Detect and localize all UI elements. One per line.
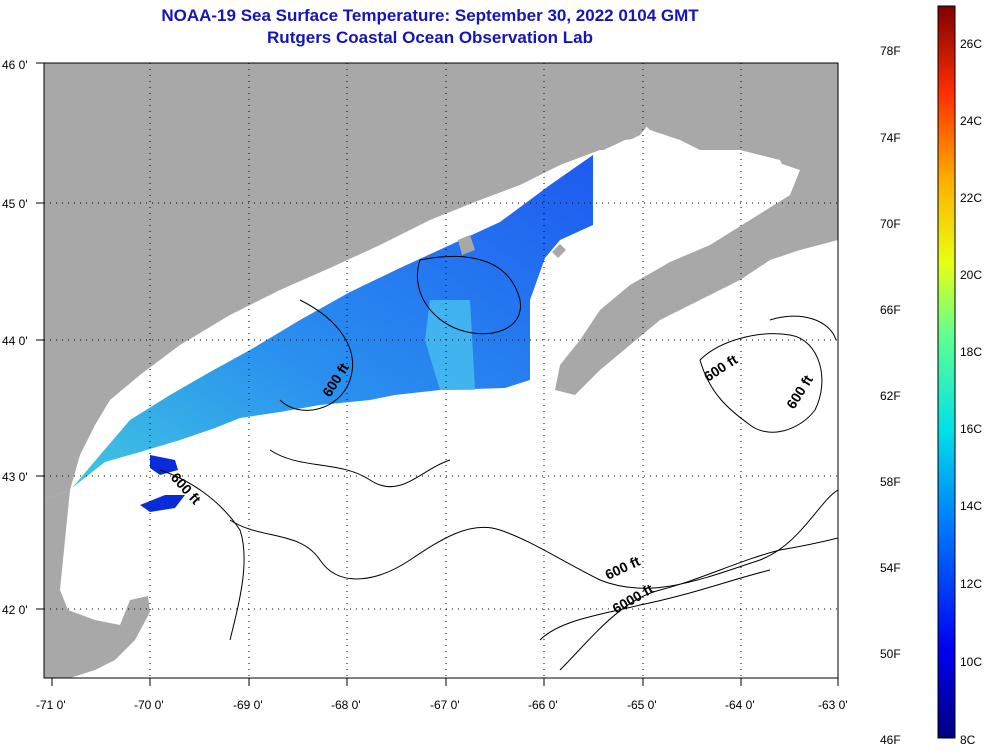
colorbar-f-label: 66F [880, 303, 901, 317]
lat-label: 43 0' [2, 470, 28, 484]
colorbar-c-label: 10C [960, 655, 983, 669]
lon-label: -69 0' [233, 698, 263, 712]
colorbar-f-label: 58F [880, 475, 901, 489]
contour-scotian [769, 315, 837, 341]
sst-swath [72, 155, 593, 488]
lat-label: 44 0' [2, 334, 28, 348]
contour-inner [279, 299, 354, 411]
lon-label: -65 0' [627, 698, 657, 712]
land-new-brunswick [595, 63, 700, 150]
land-maine [44, 63, 600, 500]
bay-of-fundy [593, 135, 790, 285]
land-massachusetts [44, 490, 150, 678]
lat-label: 42 0' [2, 603, 28, 617]
colorbar-f-label: 46F [880, 733, 901, 747]
grand-manan-island [552, 244, 566, 258]
map-subtitle: Rutgers Coastal Ocean Observation Lab [267, 28, 593, 47]
colorbar-c-label: 12C [960, 577, 983, 591]
colorbar-c-label: 26C [960, 37, 983, 51]
map-title: NOAA-19 Sea Surface Temperature: Septemb… [161, 6, 699, 25]
land-nova-scotia [555, 63, 838, 395]
lon-label: -64 0' [725, 698, 755, 712]
map-frame [43, 62, 839, 679]
colorbar-c-label: 20C [960, 268, 983, 282]
colorbar-c-label: 8C [960, 733, 976, 747]
lon-label: -68 0' [331, 698, 361, 712]
colorbar-f-label: 78F [880, 44, 901, 58]
colorbar-f-label: 54F [880, 561, 901, 575]
lon-label: -67 0' [430, 698, 460, 712]
colorbar-f-label: 50F [880, 647, 901, 661]
island-blue [458, 235, 475, 255]
sst-dark-band [150, 455, 178, 475]
colorbar-f-label: 70F [880, 217, 901, 231]
colorbar-c-label: 22C [960, 191, 983, 205]
contour-basin [416, 255, 521, 335]
colorbar-c-label: 24C [960, 114, 983, 128]
sst-warm-patch [425, 300, 475, 390]
contour-georges [539, 569, 771, 641]
colorbar [937, 5, 956, 739]
contour-jordan [269, 449, 451, 488]
lon-label: -66 0' [528, 698, 558, 712]
lon-label: -63 0' [818, 698, 848, 712]
lon-label: -71 0' [36, 698, 66, 712]
contour-brown-bank [699, 333, 823, 433]
contour-6000ft [559, 537, 838, 671]
lon-label: -70 0' [134, 698, 164, 712]
colorbar-f-label: 74F [880, 131, 901, 145]
lat-label: 45 0' [2, 197, 28, 211]
colorbar-c-label: 18C [960, 345, 983, 359]
colorbar-c-label: 14C [960, 499, 983, 513]
contour-600ft-gulf [229, 489, 838, 589]
lat-label: 46 0' [2, 58, 28, 72]
contour-wilkinson [159, 469, 245, 641]
colorbar-c-label: 16C [960, 422, 983, 436]
colorbar-f-label: 62F [880, 389, 901, 403]
sst-dark-band-2 [140, 495, 185, 512]
